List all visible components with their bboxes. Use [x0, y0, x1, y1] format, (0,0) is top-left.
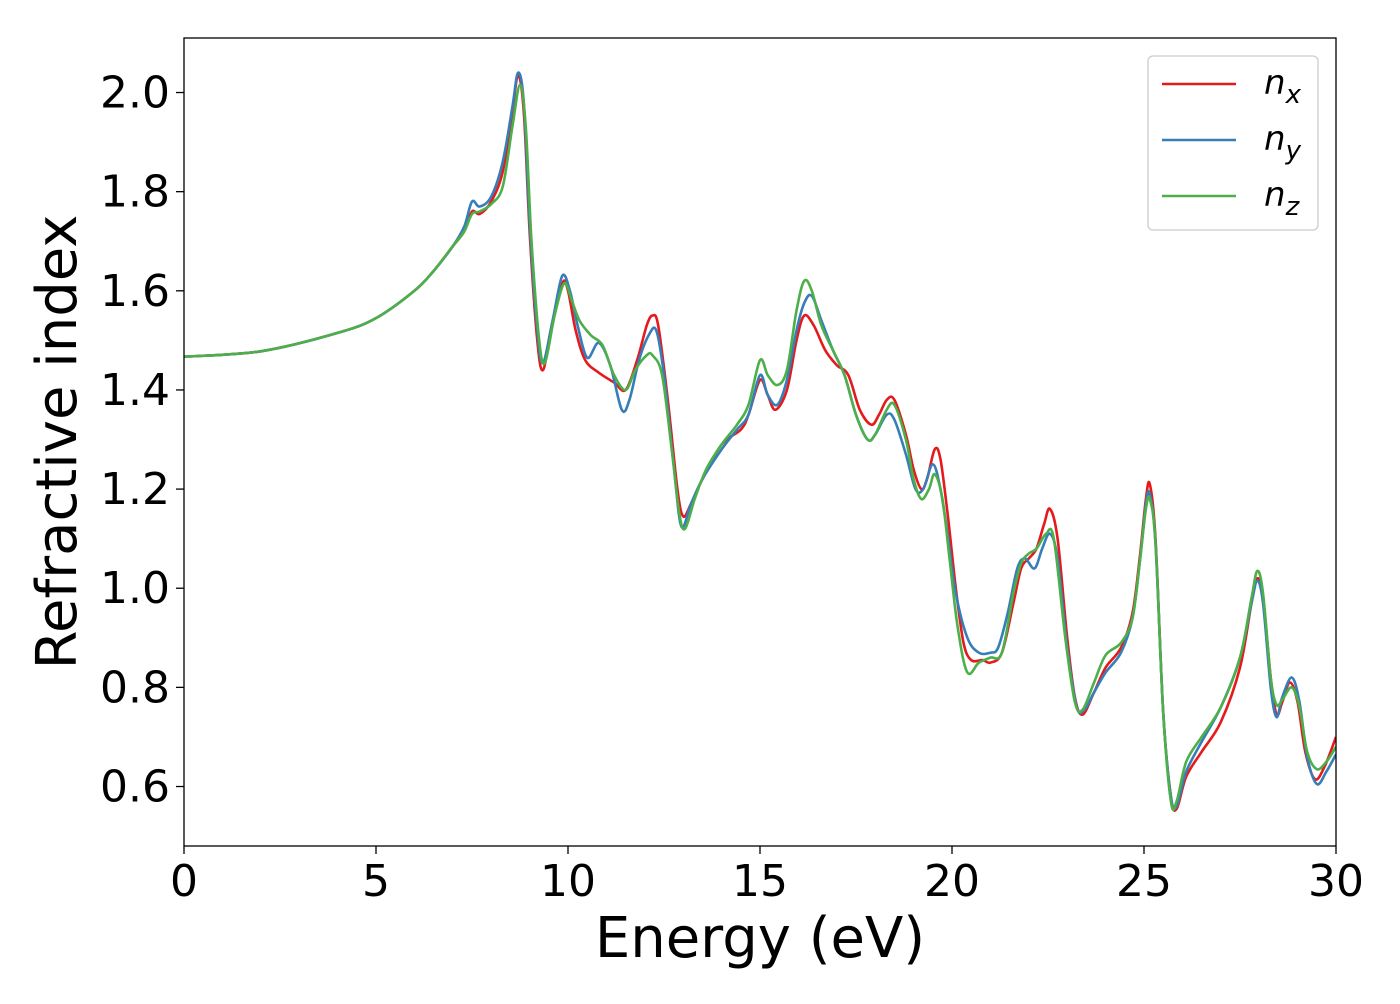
legend-label-n-y: ny: [1264, 119, 1302, 166]
x-tick-label: 0: [170, 856, 198, 907]
y-tick-label: 0.8: [100, 662, 170, 713]
x-tick-label: 30: [1308, 856, 1364, 907]
y-tick-label: 2.0: [100, 68, 170, 119]
legend-box: [1147, 55, 1319, 231]
legend: nx ny nz: [1147, 55, 1319, 231]
series-layer: [184, 71, 1336, 812]
x-axis-title: Energy (eV): [595, 906, 925, 971]
y-tick-label: 1.0: [100, 563, 170, 614]
x-tick-label: 15: [732, 856, 788, 907]
x-tick-label: 10: [540, 856, 596, 907]
legend-label-n-z: nz: [1264, 175, 1301, 222]
y-tick-label: 1.4: [100, 365, 170, 416]
legend-label-n-x: nx: [1264, 63, 1302, 110]
series-line-n-z: [184, 83, 1336, 811]
y-axis-title: Refractive index: [25, 215, 90, 670]
y-tick-label: 0.6: [100, 762, 170, 813]
x-tick-label: 25: [1116, 856, 1172, 907]
x-tick-label: 5: [362, 856, 390, 907]
y-tick-label: 1.8: [100, 167, 170, 218]
y-tick-label: 1.2: [100, 464, 170, 515]
y-axis: 0.6 0.8 1.0 1.2 1.4 1.6 1.8 2.0: [100, 68, 184, 813]
y-tick-label: 1.6: [100, 266, 170, 317]
x-axis: 0 5 10 15 20 25 30: [170, 846, 1364, 907]
x-tick-label: 20: [924, 856, 980, 907]
